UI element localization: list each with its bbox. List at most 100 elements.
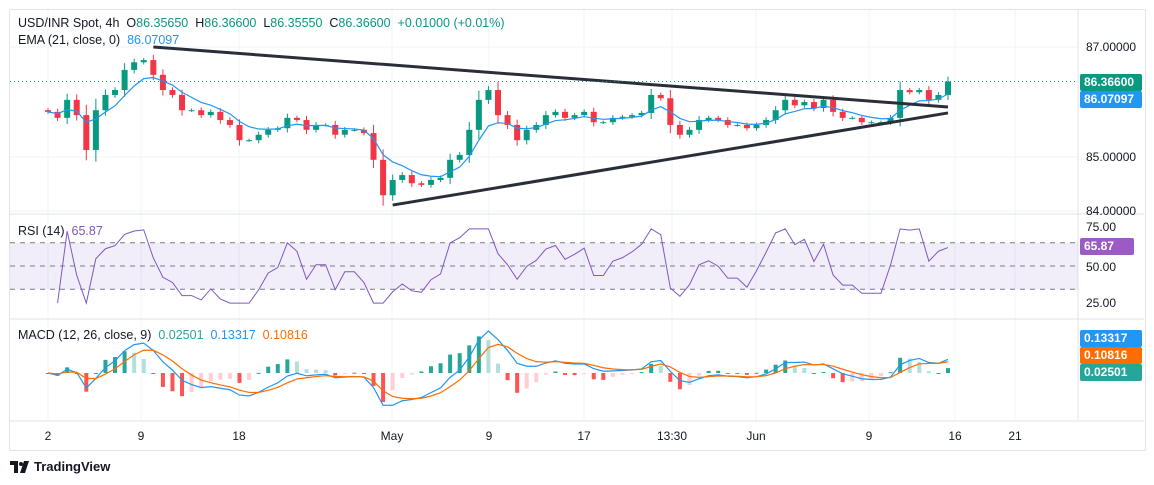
macd-line	[47, 330, 949, 406]
macd-histogram-bar	[668, 373, 673, 382]
macd-histogram-bar	[247, 373, 252, 380]
candle-body	[188, 110, 195, 112]
candle-body	[791, 99, 798, 106]
tradingview-logo-icon	[10, 460, 29, 473]
candle-body	[810, 102, 817, 109]
macd-histogram-bar	[534, 373, 539, 383]
macd-histogram-bar	[151, 373, 156, 374]
candle-body	[217, 111, 224, 121]
macd-histogram-bar	[141, 359, 146, 373]
macd-histogram-bar	[572, 373, 577, 376]
ema-price-tag: 86.07097	[1080, 91, 1142, 108]
candle-body	[447, 159, 454, 178]
candle-body	[925, 90, 932, 100]
macd-histogram-bar	[266, 366, 271, 373]
change-value: +0.01000 (+0.01%)	[397, 16, 505, 30]
macd-histogram-bar	[390, 373, 395, 391]
macd-histogram-bar	[907, 358, 912, 373]
high-label: H	[195, 16, 205, 30]
candle-body	[562, 111, 569, 118]
macd-histogram-bar	[888, 372, 893, 374]
ema-legend[interactable]: EMA (21, close, 0) 86.07097	[18, 33, 179, 47]
macd-histogram-bar	[524, 373, 529, 389]
candle-body	[341, 129, 348, 135]
candle-body	[638, 112, 645, 116]
macd-histogram-bar	[601, 373, 606, 380]
macd-histogram-bar	[304, 369, 309, 373]
macd-histogram-bar	[792, 365, 797, 373]
macd-histogram-bar	[543, 373, 548, 375]
macd-histogram-bar	[735, 373, 740, 374]
symbol-title[interactable]: USD/INR Spot, 4h	[18, 16, 120, 30]
time-tick: 17	[577, 429, 591, 443]
time-tick: Jun	[746, 429, 766, 443]
ema-line	[47, 76, 949, 178]
close-value: 86.36600	[338, 16, 391, 30]
candle-body	[466, 129, 473, 155]
candle-body	[351, 129, 358, 131]
candle-body	[246, 140, 253, 142]
macd-histogram-bar	[457, 353, 462, 373]
candle-body	[236, 124, 243, 141]
macd-histogram-bar	[926, 371, 931, 373]
candle-body	[504, 115, 511, 125]
time-tick: 18	[232, 429, 246, 443]
macd-histogram-bar	[496, 363, 500, 373]
ema-label: EMA (21, close, 0)	[18, 33, 121, 47]
macd-histogram-bar	[811, 373, 816, 374]
candle-body	[102, 94, 109, 111]
candle-body	[370, 133, 377, 160]
candle-body	[360, 129, 367, 134]
candle-body	[313, 124, 320, 130]
rsi-legend[interactable]: RSI (14) 65.87	[18, 224, 103, 238]
rsi-label: RSI (14)	[18, 224, 65, 238]
candle-body	[303, 120, 310, 130]
macd-histogram-bar	[170, 373, 175, 392]
macd-histogram-bar	[764, 369, 769, 373]
time-tick: 2	[44, 429, 52, 443]
candle-body	[179, 94, 186, 111]
macd-histogram-bar	[352, 372, 357, 374]
macd-histogram-bar	[687, 373, 692, 386]
macd-signal-line	[47, 343, 949, 400]
macd-histogram-bar	[620, 373, 625, 375]
candle-body	[475, 99, 482, 130]
macd-legend[interactable]: MACD (12, 26, close, 9) 0.02501 0.13317 …	[18, 328, 308, 342]
candle-body	[131, 62, 138, 70]
rsi-tick: 25.00	[1086, 296, 1117, 310]
candle-body	[121, 69, 128, 91]
candle-body	[92, 110, 99, 151]
macd-hist-value: 0.02501	[158, 328, 204, 342]
high-value: 86.36600	[204, 16, 257, 30]
macd-histogram-bar	[754, 372, 759, 374]
candle-body	[495, 90, 501, 116]
macd-histogram-bar	[936, 373, 941, 374]
candle-body	[552, 111, 559, 116]
candle-body	[743, 124, 750, 129]
macd-histogram-bar	[744, 373, 749, 375]
candle-body	[724, 120, 731, 125]
candle-body	[868, 122, 875, 124]
tradingview-logo[interactable]: TradingView	[10, 459, 110, 474]
macd-histogram-bar	[419, 371, 424, 373]
macd-histogram-bar	[725, 373, 730, 374]
macd-histogram-bar	[515, 373, 520, 393]
candle-body	[734, 124, 741, 126]
candle-body	[830, 99, 837, 112]
chart-frame	[9, 9, 1146, 451]
candle-body	[456, 154, 463, 160]
candle-body	[523, 129, 530, 141]
macd-histogram-bar	[821, 372, 826, 374]
candle-body	[600, 122, 607, 124]
macd-histogram-bar	[610, 373, 615, 377]
price-tick: 84.00000	[1086, 204, 1137, 218]
rsi-value: 65.87	[71, 224, 103, 238]
candle-body	[64, 99, 71, 118]
candle-body	[380, 159, 387, 196]
rsi-value-tag: 65.87	[1080, 238, 1134, 255]
candle-body	[820, 99, 827, 109]
macd-histogram-bar	[323, 370, 328, 373]
candle-body	[427, 179, 434, 185]
macd-histogram-bar	[448, 354, 453, 373]
